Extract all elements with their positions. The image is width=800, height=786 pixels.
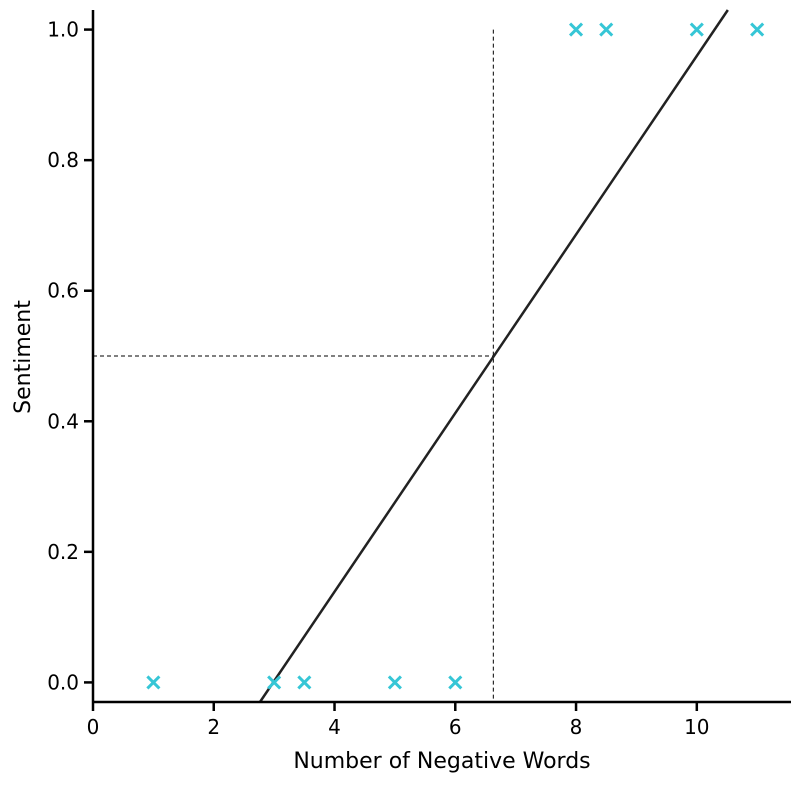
data-point (387, 675, 402, 690)
y-tick-label: 0.6 (47, 279, 79, 303)
x-tick-label: 2 (207, 715, 220, 739)
x-axis-label: Number of Negative Words (293, 749, 590, 774)
y-tick-label: 0.2 (47, 540, 79, 564)
data-point (689, 22, 704, 37)
x-tick-label: 10 (684, 715, 709, 739)
fit-line (258, 9, 729, 703)
x-tick-label: 6 (449, 715, 462, 739)
data-point (146, 675, 161, 690)
y-tick-label: 0.0 (47, 670, 79, 694)
data-point (568, 22, 584, 37)
y-axis-label: Sentiment (11, 300, 36, 414)
y-tick-label: 0.4 (47, 409, 79, 433)
data-point (267, 675, 282, 690)
data-point (297, 675, 312, 690)
y-tick-label: 0.8 (47, 148, 79, 172)
x-tick-label: 0 (87, 715, 100, 739)
data-point (448, 675, 463, 690)
y-tick-label: 1.0 (47, 18, 79, 42)
data-point (599, 22, 614, 37)
data-point (750, 22, 765, 37)
x-tick-label: 8 (570, 715, 583, 739)
x-tick-label: 4 (328, 715, 341, 739)
